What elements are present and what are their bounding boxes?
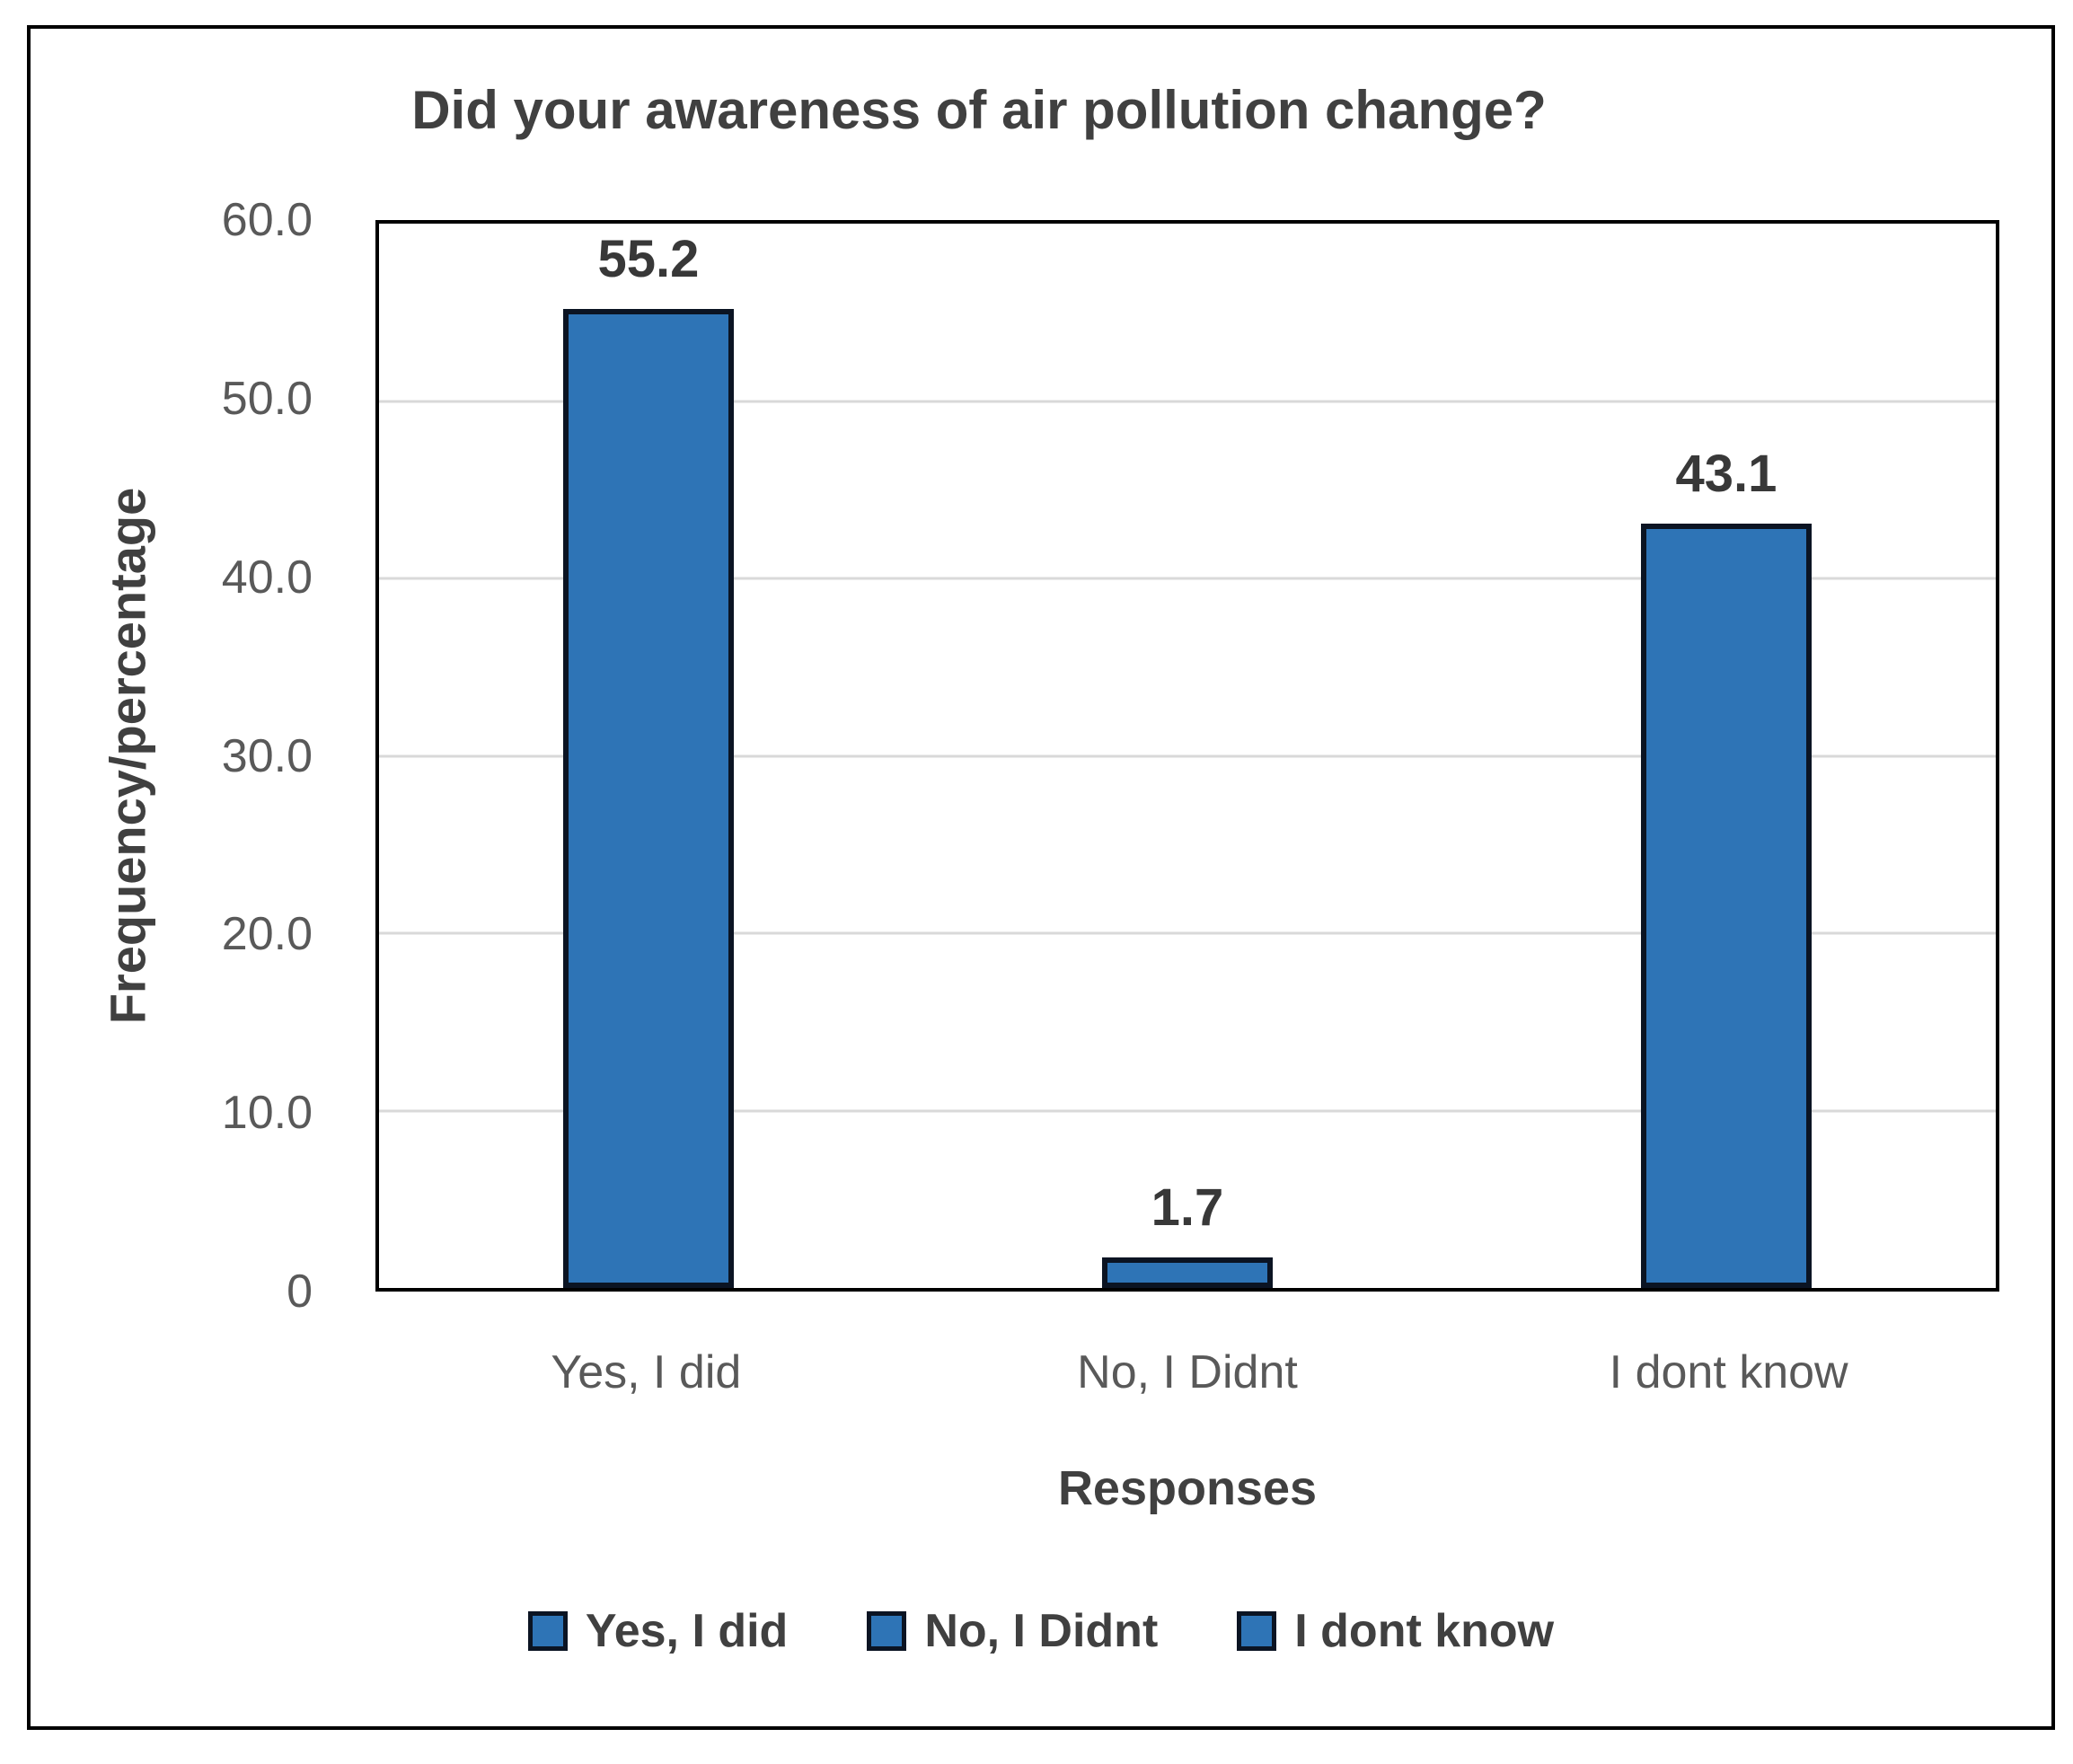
legend-swatch-icon xyxy=(867,1611,907,1651)
legend-label: Yes, I did xyxy=(585,1605,789,1657)
x-axis-title: Responses xyxy=(1057,1461,1318,1515)
x-tick-label: Yes, I did xyxy=(551,1346,742,1398)
legend-swatch-icon xyxy=(527,1611,568,1651)
bar-3 xyxy=(1640,523,1812,1288)
bar-value-label: 43.1 xyxy=(1675,444,1777,503)
y-tick-label: 10.0 xyxy=(221,1087,313,1140)
y-tick-label: 0 xyxy=(287,1266,313,1318)
legend-item: I dont know xyxy=(1237,1604,1554,1658)
bar-slot: 1.7 xyxy=(918,224,1457,1288)
y-tick-label: 30.0 xyxy=(221,729,313,782)
gridline xyxy=(379,400,1996,402)
plot-area: 55.2 1.7 43.1 xyxy=(375,220,1999,1292)
gridline xyxy=(379,754,1996,757)
bar-2 xyxy=(1101,1257,1273,1288)
bar-slot: 43.1 xyxy=(1457,224,1996,1288)
bar-1 xyxy=(562,308,734,1288)
legend-swatch-icon xyxy=(1237,1611,1277,1651)
x-tick-label: No, I Didnt xyxy=(1077,1346,1298,1398)
legend-item: No, I Didnt xyxy=(867,1604,1158,1658)
legend-label: I dont know xyxy=(1294,1605,1555,1657)
legend-item: Yes, I did xyxy=(527,1604,789,1658)
y-axis-ticks: 60.0 50.0 40.0 30.0 20.0 10.0 0 xyxy=(63,194,313,1318)
chart-title: Did your awareness of air pollution chan… xyxy=(411,80,1547,140)
x-axis-labels: Yes, I did No, I Didnt I dont know xyxy=(375,1345,1999,1417)
bar-slot: 55.2 xyxy=(379,224,918,1288)
y-tick-label: 50.0 xyxy=(221,372,313,425)
y-tick-label: 60.0 xyxy=(221,194,313,246)
gridline xyxy=(379,577,1996,580)
gridline xyxy=(379,931,1996,935)
y-tick-label: 20.0 xyxy=(221,908,313,961)
gridline xyxy=(379,1109,1996,1112)
legend: Yes, I did No, I Didnt I dont know xyxy=(27,1604,2055,1658)
x-tick-label: I dont know xyxy=(1609,1346,1848,1398)
bar-value-label: 55.2 xyxy=(597,229,700,288)
y-tick-label: 40.0 xyxy=(221,551,313,604)
bar-value-label: 1.7 xyxy=(1151,1178,1224,1238)
legend-label: No, I Didnt xyxy=(924,1605,1159,1657)
